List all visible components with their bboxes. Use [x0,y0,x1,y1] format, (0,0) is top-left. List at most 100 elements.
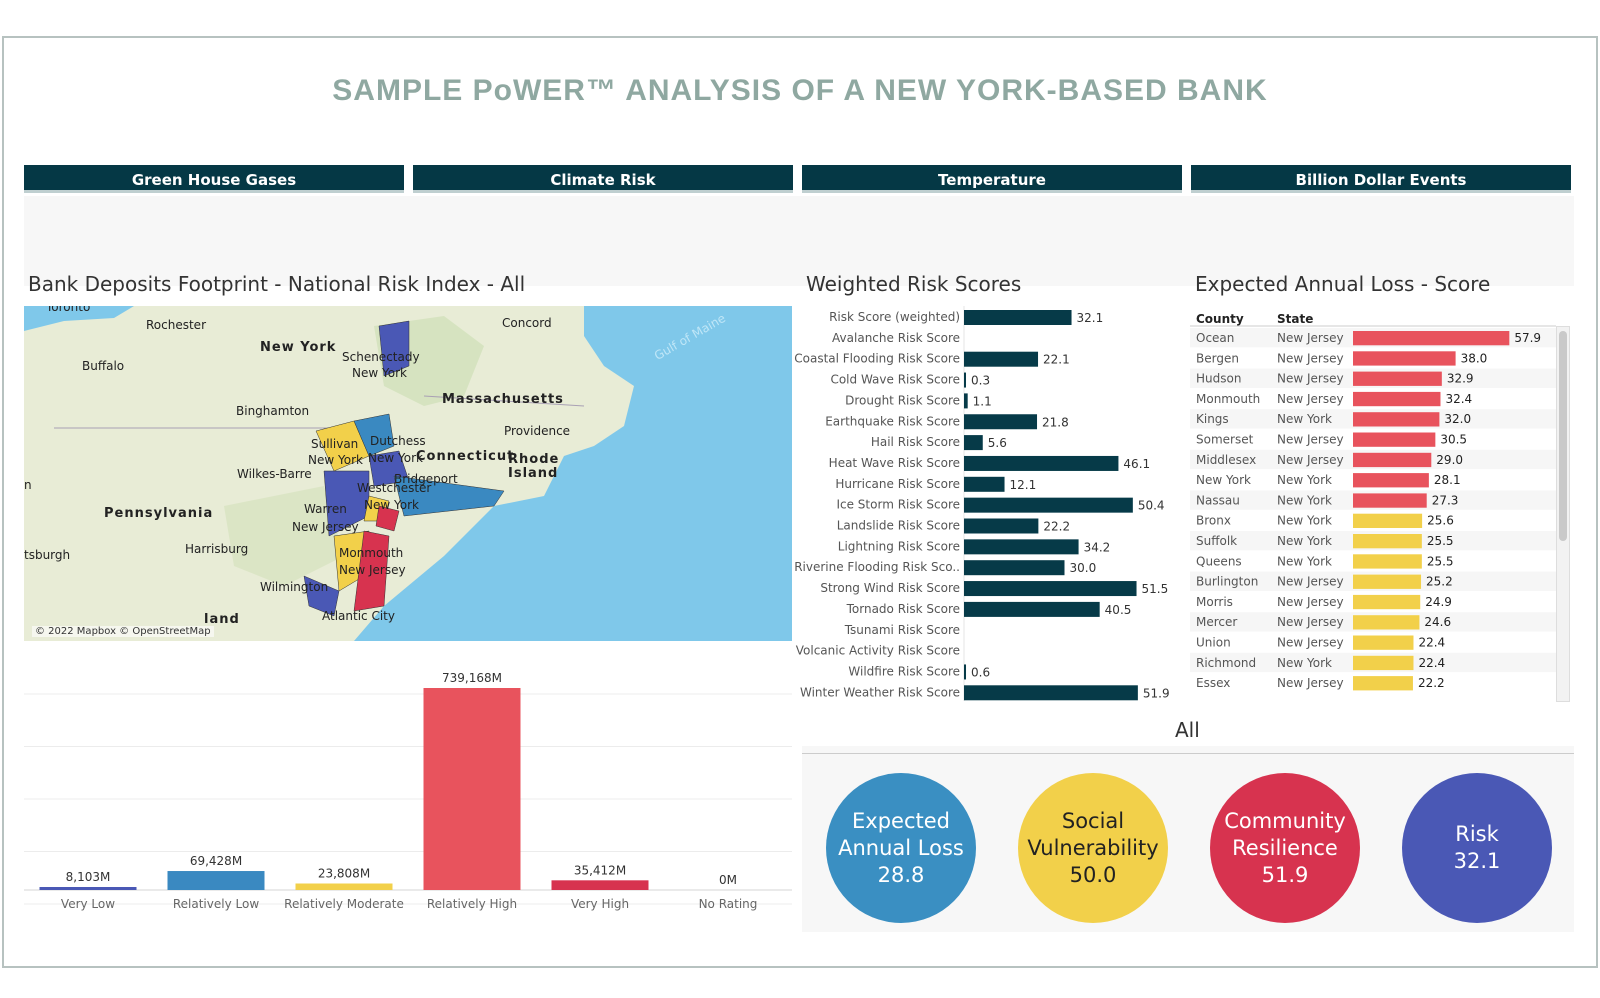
tab-billion-dollar-events[interactable]: Billion Dollar Events [1191,165,1571,193]
map-label-massachusetts: Massachusetts [442,392,564,407]
weighted-bar[interactable] [964,393,968,409]
eal-bar[interactable] [1353,432,1436,447]
eal-state: New Jersey [1277,453,1344,467]
eal-bar[interactable] [1353,655,1414,671]
map-label-warren-state: New Jersey [292,520,359,534]
eal-bar[interactable] [1353,676,1413,691]
weighted-category-label: Avalanche Risk Score [832,331,960,345]
weighted-section-title: Weighted Risk Scores [806,272,1022,296]
weighted-value-label: 5.6 [988,436,1007,450]
weighted-bar[interactable] [964,685,1138,701]
map-label-dutchess: Dutchess [370,434,426,448]
eal-state: New Jersey [1277,351,1344,365]
deposit-bar[interactable] [295,883,393,890]
weighted-value-label: 0.6 [971,665,990,679]
weighted-bar[interactable] [964,372,966,388]
weighted-bar[interactable] [964,435,983,451]
deposit-bar[interactable] [551,880,649,890]
circle-line2: Vulnerability [1027,835,1159,860]
circle-social-vulnerability[interactable]: Social Vulnerability 50.0 [1018,773,1168,923]
weighted-category-label: Risk Score (weighted) [829,310,960,324]
tab-temperature[interactable]: Temperature [802,165,1182,193]
eal-bar[interactable] [1353,371,1442,386]
dashboard-frame [2,36,1598,968]
weighted-risk-chart: Risk Score (weighted) 32.1 Avalanche Risk … [794,306,1170,701]
weighted-category-label: Cold Wave Risk Score [830,373,960,387]
eal-bar[interactable] [1353,534,1422,549]
weighted-category-label: Hurricane Risk Score [835,477,960,491]
eal-value-label: 27.3 [1432,493,1459,507]
weighted-bar[interactable] [964,581,1137,597]
map-label-bridgeport: Bridgeport [394,472,458,486]
circle-risk[interactable]: Risk 32.1 [1402,773,1552,923]
circle-community-resilience[interactable]: Community Resilience 51.9 [1210,773,1360,923]
eal-bar[interactable] [1353,554,1422,569]
eal-county: Nassau [1196,493,1240,507]
deposit-bar[interactable] [39,887,137,890]
eal-bar[interactable] [1353,635,1414,650]
map-label-buffalo: Buffalo [82,359,125,373]
weighted-bar[interactable] [964,310,1072,325]
eal-bar[interactable] [1353,594,1421,610]
map-label-wilkes-barre: Wilkes-Barre [237,467,312,481]
weighted-bar[interactable] [964,455,1119,471]
eal-bar[interactable] [1353,513,1423,528]
eal-bar[interactable] [1353,615,1420,630]
deposit-category-label: Relatively Low [173,897,259,911]
eal-scroll-thumb[interactable] [1559,331,1567,541]
eal-bar[interactable] [1353,331,1510,346]
eal-bar[interactable] [1353,351,1456,366]
tab-climate-risk[interactable]: Climate Risk [413,165,793,193]
risk-map[interactable]: Toronto Rochester Buffalo New York Schen… [24,306,792,641]
eal-bar[interactable] [1353,493,1427,508]
eal-state: New York [1277,493,1332,507]
map-label-toronto: Toronto [46,306,91,314]
eal-value-label: 32.4 [1445,392,1472,406]
eal-value-label: 57.9 [1514,331,1541,345]
eal-county: Somerset [1196,433,1254,447]
circle-line1: Social [1061,808,1125,833]
tab-green-house-gases[interactable]: Green House Gases [24,165,404,193]
map-label-westchester: Westchester [357,481,432,495]
deposit-bar[interactable] [167,871,265,890]
weighted-bar[interactable] [964,351,1039,367]
page-title: SAMPLE PoWER™ ANALYSIS OF A NEW YORK-BAS… [332,74,1268,107]
weighted-value-label: 51.9 [1143,686,1170,700]
eal-county: Suffolk [1196,534,1237,548]
eal-bar[interactable] [1353,391,1441,407]
eal-value-label: 30.5 [1440,433,1467,447]
eal-county: Middlesex [1196,453,1256,467]
eal-county: Morris [1196,595,1233,609]
deposit-bar[interactable] [423,688,521,890]
weighted-bar[interactable] [964,539,1079,555]
weighted-value-label: 0.3 [971,374,990,388]
map-label-pittsburgh: tsburgh [24,548,71,562]
weighted-value-label: 22.2 [1043,520,1070,534]
eal-county: Union [1196,636,1231,650]
eal-bar[interactable] [1353,412,1440,427]
weighted-category-label: Coastal Flooding Risk Score [794,352,960,366]
eal-scrollbar[interactable] [1556,326,1570,702]
weighted-bar[interactable] [964,601,1100,617]
weighted-bar[interactable] [964,518,1039,534]
weighted-value-label: 34.2 [1084,540,1111,554]
eal-bar[interactable] [1353,574,1422,589]
eal-value-label: 25.5 [1427,534,1454,548]
weighted-bar[interactable] [964,414,1038,430]
map-label-monmouth-state: New Jersey [339,563,406,577]
eal-bar[interactable] [1353,452,1432,468]
eal-county: New York [1196,473,1251,487]
weighted-bar[interactable] [964,476,1005,492]
map-label-sullivan-state: New York [308,453,363,467]
map-label-rhode-island-2: Island [508,466,559,481]
eal-state: New Jersey [1277,331,1344,345]
eal-state: New Jersey [1277,676,1344,690]
weighted-bar[interactable] [964,664,967,680]
weighted-bar[interactable] [964,497,1133,513]
eal-bar[interactable] [1353,473,1429,488]
header-panel [24,196,1574,286]
weighted-bar[interactable] [964,560,1065,576]
circle-expected-annual-loss[interactable]: Expected Annual Loss 28.8 [826,773,976,923]
map-label-connecticut: Connecticut [416,449,515,464]
eal-county: Bergen [1196,351,1239,365]
